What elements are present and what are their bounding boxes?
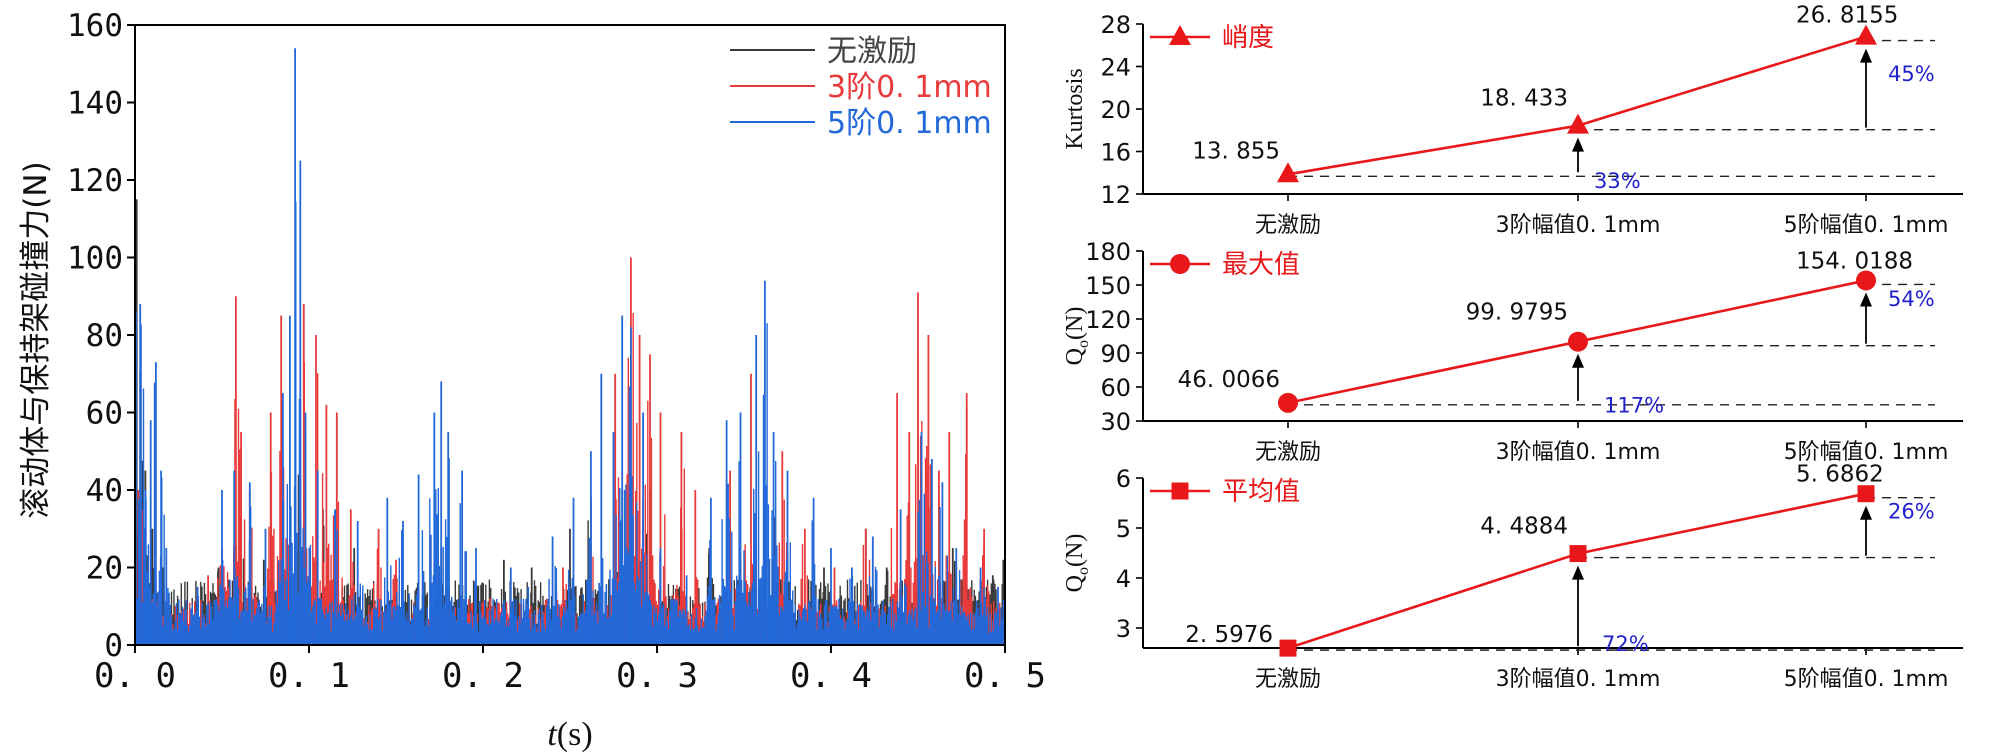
circle-marker	[1856, 270, 1876, 291]
y-tick-label: 3	[1116, 615, 1131, 643]
category-label: 5阶幅值0. 1mm	[1784, 440, 1949, 465]
y-tick-label: 120	[1085, 306, 1131, 334]
y-axis-label-main: Q	[1062, 348, 1088, 365]
y-tick-label: 180	[1085, 238, 1131, 266]
circle-marker	[1278, 392, 1298, 413]
y-tick-label: 20	[86, 551, 123, 587]
square-marker	[1857, 485, 1875, 503]
legend-label: 无激励	[827, 34, 917, 69]
y-tick-label: 28	[1100, 11, 1131, 39]
y-axis-label: Kurtosis	[1062, 68, 1088, 149]
x-tick-label: 0. 2	[442, 656, 524, 696]
y-tick-label: 160	[67, 8, 123, 44]
category-label: 3阶幅值0. 1mm	[1496, 213, 1661, 238]
category-label: 3阶幅值0. 1mm	[1496, 667, 1661, 692]
percent-label: 72%	[1602, 632, 1649, 656]
x-tick-label: 0. 4	[790, 656, 872, 696]
category-label: 无激励	[1255, 667, 1321, 692]
square-marker	[1171, 482, 1189, 500]
triangle-marker	[1169, 25, 1191, 45]
y-tick-label: 150	[1085, 272, 1131, 300]
increase-arrow-1-head	[1572, 565, 1584, 580]
percent-label: 45%	[1888, 62, 1935, 86]
increase-arrow-2-head	[1860, 48, 1872, 63]
increase-arrow-2-head	[1860, 292, 1872, 307]
value-label: 99. 9795	[1466, 300, 1568, 326]
panel-triangle: 12 16 20 24 28 无激励 3阶幅值0. 1mm 5阶幅值0. 1mm Kurtosi…	[1062, 3, 1963, 238]
y-axis-label-unit: (N)	[1062, 307, 1088, 340]
category-label: 5阶幅值0. 1mm	[1784, 213, 1949, 238]
y-tick-label: 60	[86, 396, 123, 432]
y-axis-label-subscript: o	[1075, 567, 1092, 575]
y-tick-label: 24	[1100, 54, 1131, 82]
y-axis-label-subscript: o	[1075, 340, 1092, 348]
y-tick-label: 140	[67, 86, 123, 122]
legend-label: 5阶0. 1mm	[827, 106, 992, 141]
x-tick-label: 0. 0	[94, 656, 176, 696]
y-tick-label: 100	[67, 241, 123, 277]
y-tick-label: 20	[1100, 96, 1131, 124]
value-label: 18. 433	[1480, 86, 1568, 112]
square-marker	[1569, 545, 1587, 563]
increase-arrow-1-head	[1572, 353, 1584, 368]
x-tick-label: 0. 5	[964, 656, 1046, 696]
value-label: 2. 5976	[1185, 622, 1273, 648]
legend-label: 峭度	[1222, 23, 1274, 53]
y-tick-label: 16	[1100, 139, 1131, 167]
panel-square: 3 4 5 6 无激励 3阶幅值0. 1mm 5阶幅值0. 1mm Qo(N) 2. 5976 4…	[1062, 462, 1963, 692]
category-label: 5阶幅值0. 1mm	[1784, 667, 1949, 692]
series-line	[1287, 35, 1867, 176]
x-tick-label: 0. 3	[616, 656, 698, 696]
y-tick-label: 80	[86, 318, 123, 354]
legend-label: 3阶0. 1mm	[827, 70, 992, 105]
x-axis-label: t(s)	[547, 716, 592, 753]
value-label: 154. 0188	[1796, 248, 1913, 274]
y-axis-label-unit: (N)	[1062, 534, 1088, 567]
panel-circle: 30 60 90 120 150 180 无激励 3阶幅值0. 1mm 5阶幅值0. 1mm Qo…	[1062, 238, 1963, 465]
y-axis-label-main: Q	[1062, 575, 1088, 592]
y-tick-label: 90	[1100, 340, 1131, 368]
increase-arrow-2-head	[1860, 505, 1872, 520]
y-axis-label: Qo(N)	[1062, 307, 1092, 366]
category-label: 无激励	[1255, 213, 1321, 238]
percent-label: 26%	[1888, 500, 1935, 524]
value-label: 46. 0066	[1178, 367, 1280, 393]
value-label: 5. 6862	[1796, 462, 1884, 488]
x-tick-label: 0. 1	[268, 656, 350, 696]
triangle-marker	[1567, 113, 1589, 134]
circle-marker	[1170, 254, 1190, 274]
time-series-chart: 0 20 40 60 80 100 120 140 160 0. 0 0. 1 0. 2 0. 3 0. …	[18, 8, 1046, 753]
y-tick-label: 5	[1116, 515, 1131, 543]
percent-label: 54%	[1888, 287, 1935, 311]
y-tick-label: 6	[1116, 465, 1131, 493]
value-label: 13. 855	[1192, 138, 1280, 164]
x-axis-label-var: t	[547, 716, 558, 753]
value-label: 4. 4884	[1480, 514, 1568, 540]
legend-label: 最大值	[1222, 250, 1300, 280]
y-tick-label: 60	[1100, 374, 1131, 402]
square-marker	[1279, 639, 1297, 657]
legend-label: 平均值	[1222, 477, 1300, 507]
y-tick-label: 30	[1100, 408, 1131, 436]
increase-arrow-1-head	[1572, 137, 1584, 152]
triangle-marker	[1855, 24, 1877, 45]
percent-label: 117%	[1604, 393, 1664, 417]
triangle-marker	[1277, 162, 1299, 183]
y-tick-label: 40	[86, 473, 123, 509]
y-axis-label: 滚动体与保持架碰撞力(N)	[18, 161, 54, 518]
y-tick-label: 0	[104, 628, 123, 664]
percent-label: 33%	[1594, 169, 1641, 193]
y-tick-label: 12	[1100, 181, 1131, 209]
category-label: 无激励	[1255, 440, 1321, 465]
y-axis-label: Qo(N)	[1062, 534, 1092, 593]
circle-marker	[1568, 331, 1588, 352]
y-tick-label: 4	[1116, 565, 1131, 593]
category-label: 3阶幅值0. 1mm	[1496, 440, 1661, 465]
x-axis-label-unit: (s)	[557, 716, 593, 753]
value-label: 26. 8155	[1796, 3, 1898, 29]
series-2-lines	[134, 48, 1006, 645]
y-tick-label: 120	[67, 163, 123, 199]
